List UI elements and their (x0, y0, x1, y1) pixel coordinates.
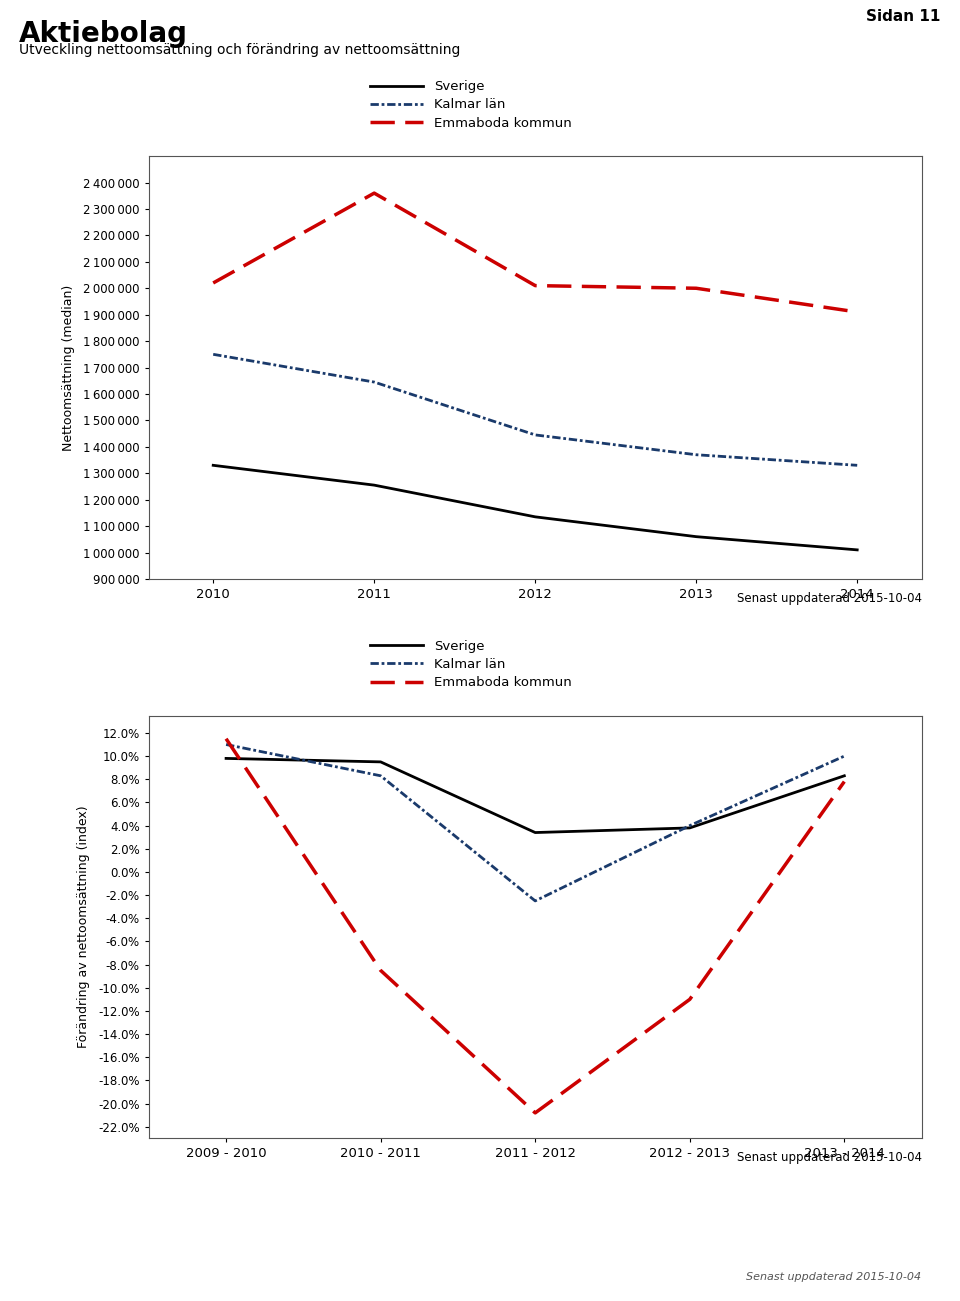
Text: Senast uppdaterad 2015-10-04: Senast uppdaterad 2015-10-04 (747, 1272, 922, 1283)
Y-axis label: Förändring av nettoomsättning (index): Förändring av nettoomsättning (index) (77, 805, 90, 1049)
Y-axis label: Nettoomsättning (median): Nettoomsättning (median) (61, 285, 75, 450)
Text: Aktiebolag: Aktiebolag (19, 20, 188, 48)
Legend: Sverige, Kalmar län, Emmaboda kommun: Sverige, Kalmar län, Emmaboda kommun (365, 635, 577, 695)
Legend: Sverige, Kalmar län, Emmaboda kommun: Sverige, Kalmar län, Emmaboda kommun (365, 75, 577, 135)
Text: Senast uppdaterad 2015-10-04: Senast uppdaterad 2015-10-04 (736, 592, 922, 605)
Text: Sidan 11: Sidan 11 (867, 9, 941, 25)
Text: Utveckling nettoomsättning och förändring av nettoomsättning: Utveckling nettoomsättning och förändrin… (19, 43, 461, 57)
Text: Senast uppdaterad 2015-10-04: Senast uppdaterad 2015-10-04 (736, 1151, 922, 1164)
